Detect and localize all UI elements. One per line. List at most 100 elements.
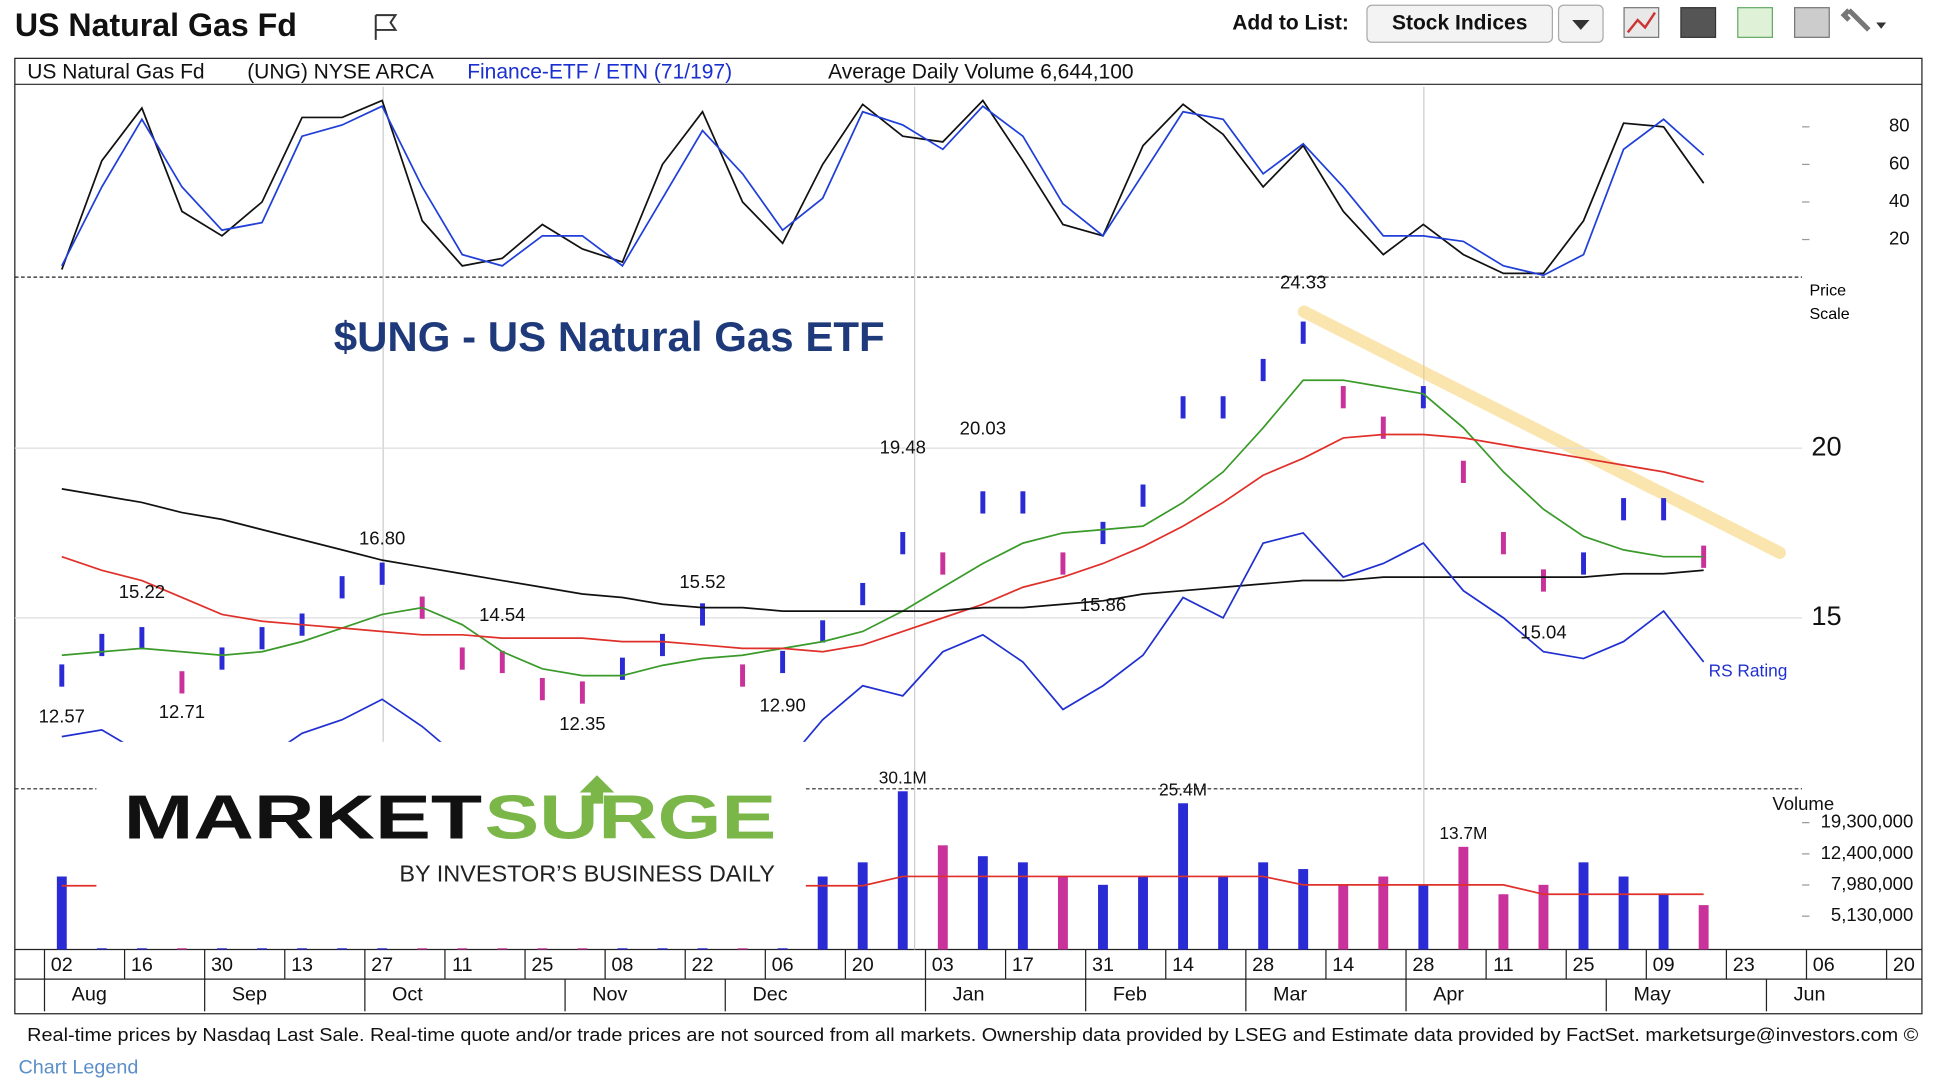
x-tick-label: 16 xyxy=(131,954,153,976)
price-bar xyxy=(1300,321,1306,344)
volume-bar xyxy=(1057,876,1068,950)
tools-icon[interactable] xyxy=(1840,8,1871,32)
volume-label: 30.1M xyxy=(879,767,927,787)
compare-icon[interactable] xyxy=(1737,7,1773,38)
x-tick-label: 06 xyxy=(1813,954,1835,976)
volume-bar xyxy=(1578,862,1589,950)
price-axis-label: Price Scale xyxy=(1809,280,1850,323)
logo-arrow xyxy=(579,775,615,804)
logo-box xyxy=(96,741,806,949)
price-bar xyxy=(619,657,625,680)
volume-bar xyxy=(1698,905,1709,950)
volume-bar xyxy=(1338,884,1349,950)
month-label: Feb xyxy=(1113,983,1147,1005)
volume-bar xyxy=(1538,884,1549,950)
month-label: Dec xyxy=(752,983,787,1005)
price-bar xyxy=(179,671,185,694)
price-annotation: 20.03 xyxy=(960,418,1006,439)
x-tick-label: 30 xyxy=(211,954,233,976)
price-annotation: 15.22 xyxy=(119,581,165,602)
volume-bar xyxy=(1298,869,1309,950)
volume-label: 13.7M xyxy=(1439,823,1487,843)
month-label: Oct xyxy=(392,983,423,1005)
volume-bar xyxy=(56,876,67,950)
volume-axis-label: Volume xyxy=(1772,793,1834,814)
price-bar xyxy=(259,627,265,650)
price-bar xyxy=(1420,386,1426,409)
volume-bar xyxy=(1658,894,1669,950)
series-label: RS Rating xyxy=(1709,660,1788,680)
logo-word1: MARKET xyxy=(124,784,483,853)
x-tick-label: 13 xyxy=(291,954,313,976)
volume-bar xyxy=(1378,876,1389,950)
x-tick-label: 14 xyxy=(1172,954,1194,976)
price-annotation: 15.52 xyxy=(679,571,725,592)
price-bar xyxy=(99,633,105,657)
x-tick-label: 20 xyxy=(1893,954,1915,976)
x-tick-label: 09 xyxy=(1653,954,1675,976)
volume-bar xyxy=(1258,862,1269,950)
volume-bar xyxy=(1618,876,1629,950)
logo: MARKET SURGE BY INVESTOR’S BUSINESS DAIL… xyxy=(96,741,806,949)
price-bar xyxy=(900,532,906,555)
chart-legend-link[interactable]: Chart Legend xyxy=(19,1056,139,1078)
price-bar xyxy=(860,582,866,606)
series-line xyxy=(61,531,1705,789)
series-line xyxy=(61,379,1704,677)
y-tick-label: 7,980,000 xyxy=(1831,873,1913,894)
month-label: Mar xyxy=(1273,983,1307,1005)
info-name: US Natural Gas Fd xyxy=(27,61,204,84)
series-line xyxy=(61,433,1704,653)
y-tick-label: 12,400,000 xyxy=(1821,842,1914,863)
month-label: May xyxy=(1633,983,1670,1005)
chart-title: $UNG - US Natural Gas ETF xyxy=(334,313,885,360)
price-bar xyxy=(1060,552,1066,575)
disclaimer: Real-time prices by Nasdaq Last Sale. Re… xyxy=(27,1024,1918,1045)
price-bar xyxy=(1581,552,1586,575)
layout-icon[interactable] xyxy=(1680,7,1717,38)
chart-icon-glyph xyxy=(1626,11,1656,34)
price-annotation: 19.48 xyxy=(880,436,926,457)
flag-icon[interactable] xyxy=(374,14,398,40)
y-tick-label: 20 xyxy=(1889,227,1910,248)
logo-tagline: BY INVESTOR’S BUSINESS DAILY xyxy=(399,861,775,887)
price-bar xyxy=(1260,358,1266,382)
price-bar xyxy=(820,620,826,643)
price-bar xyxy=(1180,396,1186,419)
x-tick-label: 02 xyxy=(51,954,73,976)
x-tick-label: 08 xyxy=(611,954,633,976)
info-group[interactable]: Finance-ETF / ETN (71/197) xyxy=(467,61,732,84)
page-title: US Natural Gas Fd xyxy=(15,7,297,43)
month-label: Jan xyxy=(953,983,985,1005)
list-button-text[interactable]: Stock Indices xyxy=(1392,11,1527,34)
price-bar xyxy=(1500,532,1506,555)
x-tick-label: 14 xyxy=(1332,954,1354,976)
x-tick-label: 22 xyxy=(692,954,714,976)
price-bar xyxy=(700,603,705,626)
price-bar xyxy=(980,491,986,514)
print-icon[interactable] xyxy=(1794,7,1830,38)
volume-bar xyxy=(1418,884,1429,950)
x-tick-label: 27 xyxy=(371,954,393,976)
tools-arrow xyxy=(1876,22,1887,29)
price-bar xyxy=(940,552,946,575)
price-annotation: 16.80 xyxy=(359,527,405,548)
y-tick-label: 80 xyxy=(1889,115,1910,136)
list-button[interactable] xyxy=(1366,4,1553,43)
price-bar xyxy=(1661,498,1667,521)
price-bar xyxy=(740,664,746,687)
x-tick-label: 25 xyxy=(531,954,553,976)
volume-bar xyxy=(1218,876,1229,950)
price-bar xyxy=(339,576,345,599)
month-label: Nov xyxy=(592,983,627,1005)
price-annotation: 15.04 xyxy=(1520,622,1566,643)
logo-word2: SURGE xyxy=(484,784,776,853)
marks: 20 40 60 80 15 20 RS Rating 12.57 15.22 12.71 16.8… xyxy=(14,99,1915,1012)
volume-bar xyxy=(1138,876,1148,950)
price-annotation: 12.90 xyxy=(759,694,805,715)
volume-bar xyxy=(1458,846,1469,950)
x-tick-label: 31 xyxy=(1092,954,1114,976)
dropdown-arrow xyxy=(1572,20,1590,30)
